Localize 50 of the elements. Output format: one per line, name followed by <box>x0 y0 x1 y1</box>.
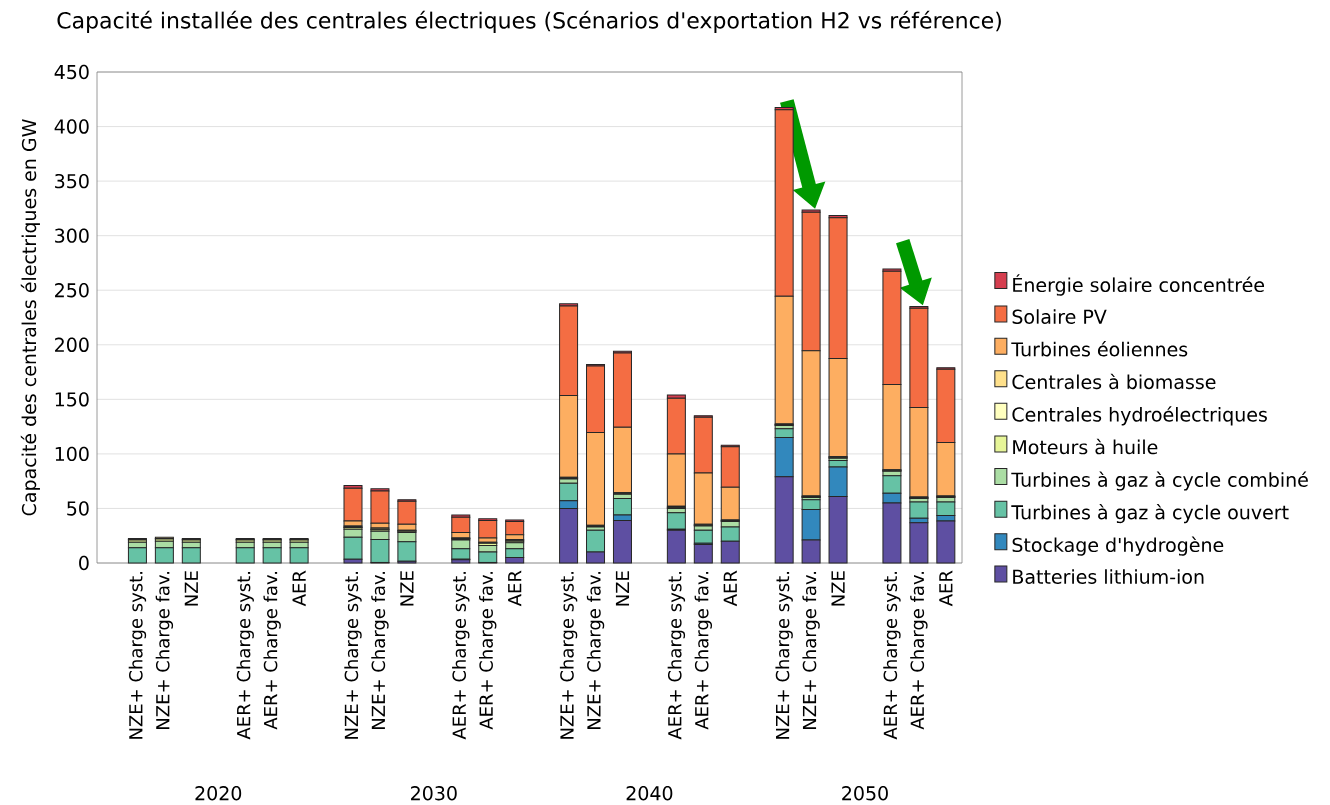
text: 2020 <box>195 786 242 801</box>
y-tick-label: 250 <box>55 283 89 298</box>
x-tick-label: NZE+ Charge fav. <box>802 571 820 729</box>
y-tick-label: 300 <box>55 228 89 243</box>
legend-label: Énergie solaire concentrée <box>1013 274 1265 296</box>
x-tick-label: AER <box>292 570 306 607</box>
x-tick-label: NZE+ Charge fav. <box>371 571 389 729</box>
text: 2050 <box>842 786 888 801</box>
x-tick-label: NZE+ Charge syst. <box>344 571 362 739</box>
x-tick-label: AER <box>939 570 953 607</box>
y-tick-label: 100 <box>55 446 89 462</box>
y-tick-label: 450 <box>54 64 89 80</box>
x-tick-label: AER <box>508 570 522 607</box>
legend-label: Centrales hydroélectriques <box>1012 406 1267 426</box>
legend-label: Centrales à biomasse <box>1012 373 1216 390</box>
y-tick-label: 350 <box>55 173 89 189</box>
legend-label: Stockage d'hydrogène <box>1012 536 1224 556</box>
x-tick-label: NZE+ Charge syst. <box>128 571 147 739</box>
legend-label: Solaire PV <box>1012 309 1107 324</box>
x-tick-label: AER <box>723 570 737 607</box>
legend-label: Turbines à gaz à cycle combiné <box>1011 471 1308 491</box>
x-tick-label: NZE <box>400 571 414 606</box>
x-tick-label: NZE <box>615 571 630 606</box>
x-tick-label: AER+ Charge fav. <box>910 571 928 730</box>
x-tick-label: NZE+ Charge syst. <box>559 571 578 739</box>
y-tick-label: 150 <box>55 392 89 407</box>
x-tick-label: NZE <box>184 571 198 606</box>
x-tick-label: AER+ Charge syst. <box>667 571 686 740</box>
text: 2040 <box>626 786 673 801</box>
y-axis-title: Capacité des centrales électriques en GW <box>20 119 40 516</box>
legend-label: Moteurs à huile <box>1013 438 1158 455</box>
y-tick-label: 200 <box>55 337 89 352</box>
x-tick-label: AER+ Charge fav. <box>263 571 281 730</box>
text: 2030 <box>411 786 457 801</box>
legend-label: Turbines à gaz à cycle ouvert <box>1011 504 1289 524</box>
x-tick-label: NZE+ Charge fav. <box>155 571 174 729</box>
y-tick-label: 50 <box>67 501 89 516</box>
y-tick-label: 0 <box>79 555 89 571</box>
x-tick-label: AER+ Charge syst. <box>452 571 470 740</box>
x-tick-label: AER+ Charge fav. <box>694 571 713 730</box>
legend-label: Turbines éoliennes <box>1011 341 1188 357</box>
x-tick-label: AER+ Charge syst. <box>883 571 901 740</box>
x-tick-label: AER+ Charge fav. <box>479 571 497 730</box>
x-tick-label: AER+ Charge syst. <box>236 571 254 740</box>
x-tick-label: NZE+ Charge syst. <box>775 571 793 739</box>
x-tick-label: NZE+ Charge fav. <box>586 571 605 729</box>
y-tick-label: 400 <box>54 119 89 134</box>
x-tick-label: NZE <box>831 571 845 606</box>
legend-label: Batteries lithium-ion <box>1013 569 1204 584</box>
chart-title: Capacité installée des centrales électriques (Scénarios d'exportation H2 vs référence) <box>57 10 1001 33</box>
